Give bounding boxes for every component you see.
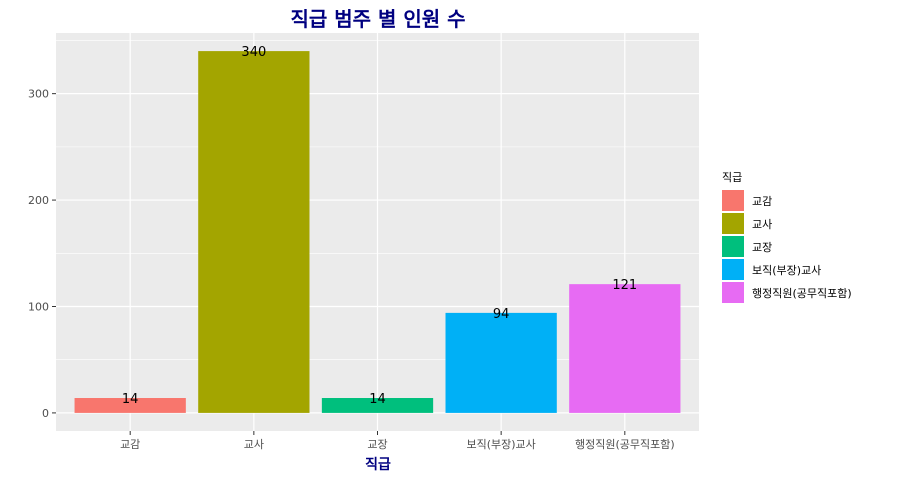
y-tick-label: 200 bbox=[28, 194, 49, 207]
x-tick-label: 교사 bbox=[244, 438, 264, 451]
x-tick-label: 보직(부장)교사 bbox=[466, 438, 535, 451]
x-tick-label: 행정직원(공무직포함) bbox=[575, 438, 675, 451]
legend-key bbox=[722, 259, 744, 280]
legend-key bbox=[722, 236, 744, 257]
x-axis-ticks: 교감 교사 교장 보직(부장)교사 행정직원(공무직포함) bbox=[120, 431, 675, 451]
y-tick-label: 100 bbox=[28, 300, 49, 313]
chart-title: 직급 범주 별 인원 수 bbox=[290, 7, 465, 31]
bars bbox=[74, 51, 681, 413]
data-label: 94 bbox=[493, 307, 510, 322]
bar bbox=[569, 284, 681, 413]
y-tick-label: 300 bbox=[28, 88, 49, 101]
x-tick-label: 교감 bbox=[120, 438, 140, 451]
data-labels: 14 340 14 94 121 bbox=[122, 45, 637, 407]
legend-label: 교장 bbox=[752, 241, 772, 254]
bar bbox=[74, 398, 186, 413]
legend-label: 교사 bbox=[752, 218, 772, 231]
legend-label: 보직(부장)교사 bbox=[752, 264, 821, 277]
data-label: 14 bbox=[369, 392, 386, 407]
y-axis-ticks: 0 100 200 300 bbox=[28, 88, 56, 420]
data-label: 340 bbox=[241, 45, 266, 60]
x-tick-label: 교장 bbox=[367, 438, 387, 451]
legend-label: 행정직원(공무직포함) bbox=[752, 287, 852, 300]
legend-key bbox=[722, 190, 744, 211]
data-label: 121 bbox=[612, 278, 637, 293]
bar bbox=[198, 51, 310, 413]
legend-key bbox=[722, 213, 744, 234]
bar bbox=[445, 312, 557, 413]
x-axis-title: 직급 bbox=[365, 456, 391, 473]
data-label: 14 bbox=[122, 392, 139, 407]
bar bbox=[321, 398, 434, 413]
y-tick-label: 0 bbox=[42, 407, 49, 420]
legend-label: 교감 bbox=[752, 195, 772, 208]
legend-title: 직급 bbox=[722, 171, 742, 184]
legend-key bbox=[722, 282, 744, 303]
